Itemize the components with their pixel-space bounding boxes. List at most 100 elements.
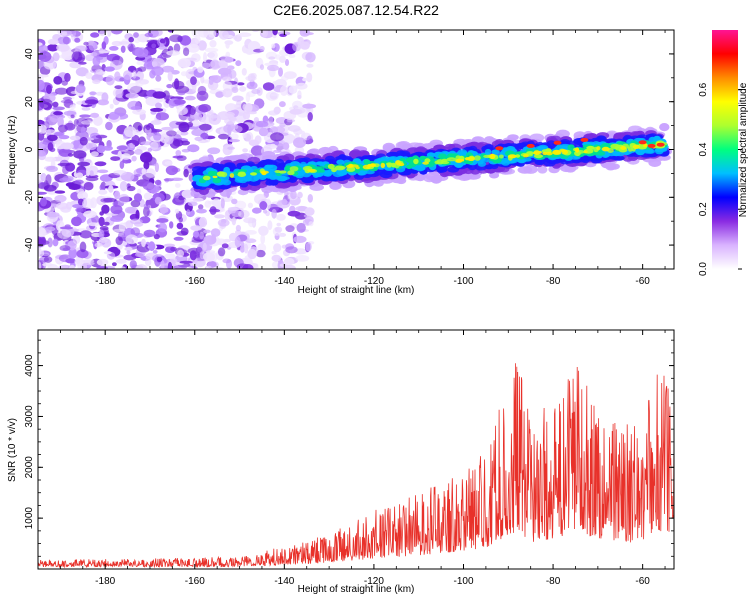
noise-speckle (296, 222, 306, 233)
x-tick-label: -180 (95, 276, 115, 287)
band-hotspot (647, 143, 656, 148)
noise-speckle (199, 251, 205, 260)
noise-speckle (54, 87, 68, 95)
noise-speckle (273, 243, 282, 253)
noise-speckle (271, 126, 286, 134)
noise-speckle (67, 153, 74, 157)
noise-speckle (156, 218, 169, 223)
noise-speckle (295, 82, 308, 90)
noise-speckle (196, 90, 209, 102)
noise-speckle (70, 114, 75, 119)
noise-speckle (53, 131, 65, 137)
band-blob (583, 150, 588, 154)
noise-speckle (110, 156, 121, 162)
band-blob (533, 154, 543, 159)
noise-speckle (203, 52, 207, 63)
band-blob (287, 170, 295, 176)
noise-speckle (61, 50, 74, 61)
noise-speckle (238, 209, 250, 219)
noise-speckle (96, 266, 108, 269)
noise-speckle (267, 220, 273, 231)
noise-speckle (131, 155, 137, 162)
noise-speckle (140, 152, 153, 164)
noise-speckle (259, 64, 265, 70)
noise-speckle (98, 237, 108, 243)
noise-speckle (243, 105, 251, 115)
x-tick-label: -100 (453, 576, 473, 587)
noise-speckle (43, 256, 53, 263)
noise-speckle (283, 257, 295, 266)
noise-speckle (90, 151, 99, 157)
x-tick-label: -120 (364, 276, 384, 287)
noise-speckle (103, 251, 112, 255)
noise-speckle (160, 260, 165, 269)
noise-speckle (183, 47, 190, 56)
noise-speckle (59, 177, 72, 183)
noise-speckle (110, 30, 123, 35)
spectrogram-x-axis-label: Height of straight line (km) (298, 285, 415, 296)
band-blob (405, 157, 416, 164)
noise-speckle (176, 106, 188, 116)
noise-speckle (84, 99, 99, 105)
noise-speckle (202, 242, 207, 251)
band-blob (380, 162, 386, 168)
noise-speckle (129, 260, 137, 269)
band-blob (217, 163, 226, 171)
band-blob (434, 160, 440, 165)
noise-speckle (152, 250, 158, 254)
noise-speckle (102, 145, 113, 151)
noise-speckle (232, 95, 244, 102)
noise-speckle (126, 207, 139, 214)
noise-speckle (71, 216, 82, 227)
noise-speckle (152, 91, 167, 99)
noise-speckle (89, 91, 97, 96)
noise-speckle (172, 139, 184, 147)
noise-speckle (215, 91, 224, 98)
y-tick-label: 3000 (24, 405, 35, 428)
band-blob (504, 158, 516, 164)
noise-speckle (135, 264, 148, 269)
noise-speckle (186, 209, 191, 216)
noise-speckle (145, 124, 151, 131)
noise-speckle (75, 172, 84, 179)
noise-speckle (46, 212, 60, 218)
noise-speckle (308, 221, 314, 227)
noise-speckle (276, 222, 282, 227)
noise-speckle (207, 147, 221, 155)
noise-speckle (205, 250, 216, 254)
colorbar-tick-label: 0.2 (698, 202, 709, 216)
noise-speckle (128, 36, 134, 43)
noise-speckle (74, 179, 84, 185)
noise-speckle (279, 101, 286, 108)
noise-speckle (297, 191, 303, 199)
band-blob (422, 161, 429, 165)
noise-speckle (209, 60, 221, 70)
noise-speckle (305, 242, 312, 252)
noise-speckle (79, 230, 93, 239)
noise-speckle (40, 173, 47, 182)
noise-speckle (266, 198, 271, 210)
noise-speckle (109, 46, 119, 51)
noise-speckle (99, 184, 106, 192)
noise-speckle (110, 216, 124, 222)
noise-speckle (57, 229, 72, 239)
noise-speckle (98, 216, 105, 227)
band-blob (319, 169, 325, 173)
noise-speckle (271, 254, 282, 262)
noise-speckle (230, 117, 237, 122)
noise-speckle (75, 67, 89, 77)
band-blob (499, 154, 504, 159)
noise-speckle (69, 104, 76, 109)
noise-speckle (150, 141, 159, 150)
noise-speckle (123, 126, 137, 138)
noise-speckle (53, 76, 63, 85)
noise-speckle (88, 41, 98, 51)
noise-speckle (282, 142, 290, 150)
noise-speckle (307, 112, 313, 122)
colorbar-tick-label: 0.4 (698, 142, 709, 156)
band-blob (312, 172, 320, 178)
noise-speckle (64, 122, 76, 131)
noise-speckle (208, 208, 221, 213)
snr-x-axis-label: Height of straight line (km) (298, 584, 415, 595)
noise-speckle (241, 68, 247, 76)
